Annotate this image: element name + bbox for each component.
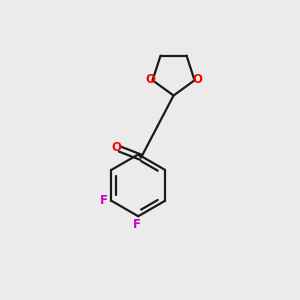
Text: F: F xyxy=(100,194,108,207)
Text: O: O xyxy=(111,141,121,154)
Text: O: O xyxy=(145,73,155,86)
Text: F: F xyxy=(133,218,141,231)
Text: O: O xyxy=(192,73,202,86)
